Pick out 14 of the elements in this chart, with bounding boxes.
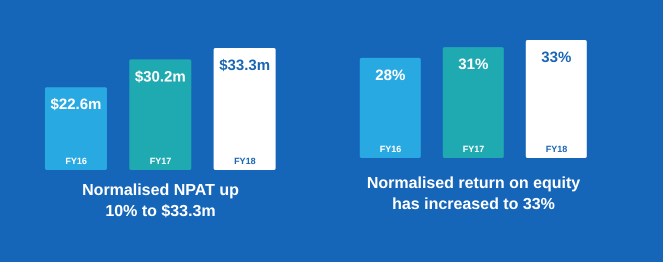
data-label: $22.6m	[50, 96, 102, 114]
data-label: 33%	[541, 49, 572, 66]
x-tick-label: FY16	[380, 144, 402, 154]
data-label: 31%	[458, 56, 488, 74]
x-tick-label: FY18	[234, 156, 256, 166]
x-tick-label: FY16	[65, 156, 87, 166]
text: Normalised NPAT up 10% to $33.3m	[81, 181, 240, 222]
x-tick-label: FY17	[150, 156, 172, 166]
data-label: $33.3m	[219, 57, 270, 74]
text: Normalised return on equity has increased to 33%	[366, 174, 582, 215]
data-label: 28%	[375, 66, 406, 84]
x-tick-label: FY17	[462, 144, 484, 154]
data-label: $30.2m	[134, 68, 186, 86]
x-tick-label: FY18	[546, 144, 568, 154]
